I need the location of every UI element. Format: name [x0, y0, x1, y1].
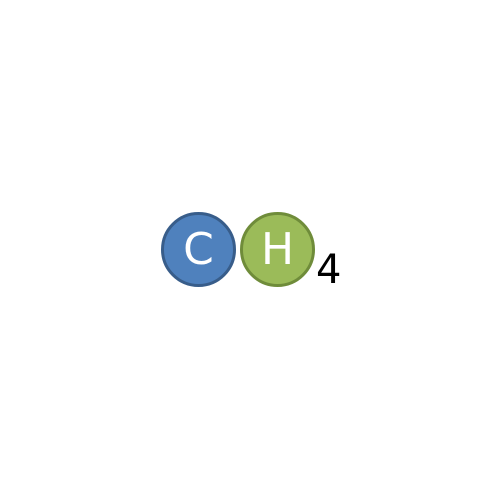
- hydrogen-count-subscript: 4: [316, 247, 342, 293]
- hydrogen-atom-circle: H: [240, 212, 315, 287]
- hydrogen-symbol: H: [260, 223, 295, 275]
- carbon-atom-circle: C: [161, 212, 236, 287]
- carbon-symbol: C: [183, 223, 214, 275]
